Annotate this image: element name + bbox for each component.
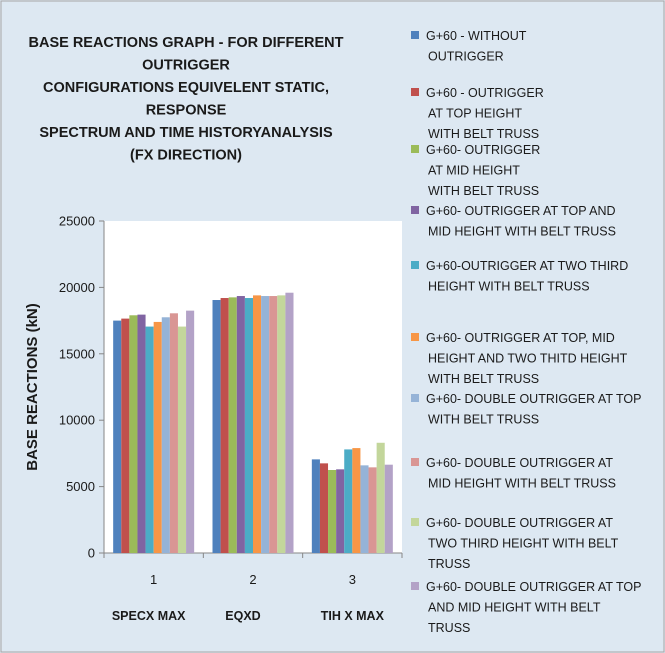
bar-series-4-cat-3 [336,469,345,553]
bar-series-7-cat-2 [261,296,270,553]
legend-label-6: G+60- OUTRIGGER AT TOP, MID [426,331,615,345]
legend-label-7: WITH BELT TRUSS [428,413,539,427]
bar-series-7-cat-1 [161,317,170,553]
legend-swatch-10 [411,582,419,590]
legend-swatch-4 [411,206,419,214]
y-tick-label: 20000 [59,280,95,295]
legend-label-5: G+60-OUTRIGGER AT TWO THIRD [426,259,628,273]
bar-series-1-cat-3 [311,459,320,553]
legend-swatch-2 [411,88,419,96]
bar-series-6-cat-1 [153,321,162,553]
legend-label-8: MID HEIGHT WITH BELT TRUSS [428,477,616,491]
bar-series-10-cat-1 [186,310,195,553]
legend-swatch-7 [411,394,419,402]
bar-series-9-cat-2 [277,295,286,553]
legend-label-2: G+60 - OUTRIGGER [426,86,544,100]
legend-label-2: WITH BELT TRUSS [428,127,539,141]
y-tick-label: 25000 [59,214,95,229]
bar-series-4-cat-2 [236,296,245,553]
bar-series-6-cat-3 [352,448,361,553]
legend-label-5: HEIGHT WITH BELT TRUSS [428,280,590,294]
bar-series-3-cat-3 [328,470,337,553]
chart-title-line: BASE REACTIONS GRAPH - FOR DIFFERENT [29,35,344,51]
legend-swatch-8 [411,458,419,466]
legend-label-2: AT TOP HEIGHT [428,107,522,121]
bar-series-10-cat-2 [285,292,294,553]
bar-series-8-cat-2 [269,296,278,553]
y-tick-label: 0 [88,546,95,561]
legend-label-6: WITH BELT TRUSS [428,372,539,386]
x-category-name: TIH X MAX [321,609,385,623]
chart-title-line: OUTRIGGER [142,58,230,74]
legend-swatch-6 [411,333,419,341]
bar-series-3-cat-2 [228,297,237,553]
x-category-number: 3 [349,572,356,587]
legend-swatch-1 [411,31,419,39]
bar-series-2-cat-3 [319,463,329,553]
legend-label-10: TRUSS [428,621,470,635]
legend-label-9: TRUSS [428,557,470,571]
legend-label-10: AND MID HEIGHT WITH BELT [428,601,601,615]
legend-label-4: MID HEIGHT WITH BELT TRUSS [428,225,616,239]
x-category-name: EQXD [225,609,260,623]
bar-series-6-cat-2 [253,295,262,553]
legend-label-10: G+60- DOUBLE OUTRIGGER AT TOP [426,580,641,594]
legend-label-3: G+60- OUTRIGGER [426,143,540,157]
legend-label-8: G+60- DOUBLE OUTRIGGER AT [426,456,613,470]
bar-series-9-cat-1 [177,326,187,553]
legend-swatch-9 [411,518,419,526]
legend-label-1: OUTRIGGER [428,50,504,64]
x-category-number: 1 [150,572,157,587]
x-category-number: 2 [249,572,256,587]
legend-label-6: HEIGHT AND TWO THITD HEIGHT [428,352,628,366]
chart-title-line: RESPONSE [146,103,227,119]
chart-title-line: CONFIGURATIONS EQUIVELENT STATIC, [43,80,329,96]
legend-swatch-5 [411,261,419,269]
bar-series-4-cat-1 [137,314,146,553]
legend-label-3: WITH BELT TRUSS [428,184,539,198]
legend-label-3: AT MID HEIGHT [428,164,520,178]
bar-series-1-cat-1 [113,320,122,553]
chart-title-line: SPECTRUM AND TIME HISTORYANALYSIS [39,125,333,141]
legend-label-9: TWO THIRD HEIGHT WITH BELT [428,537,619,551]
y-axis-title: BASE REACTIONS (kN) [24,303,41,471]
bar-series-8-cat-3 [368,467,377,553]
y-tick-label: 15000 [59,346,95,361]
legend-label-4: G+60- OUTRIGGER AT TOP AND [426,204,616,218]
y-tick-label: 10000 [59,413,95,428]
bar-series-2-cat-2 [220,298,229,553]
y-tick-label: 5000 [66,479,95,494]
bar-series-8-cat-1 [169,313,178,553]
bar-series-10-cat-3 [384,464,393,553]
bar-series-3-cat-1 [129,315,138,553]
legend-swatch-3 [411,145,419,153]
bar-series-1-cat-2 [212,300,221,553]
bar-series-5-cat-2 [244,298,253,553]
legend-label-9: G+60- DOUBLE OUTRIGGER AT [426,516,613,530]
x-category-name: SPECX MAX [112,609,186,623]
bar-series-7-cat-3 [360,465,369,553]
legend-label-1: G+60 - WITHOUT [426,29,527,43]
chart-title-line: (FX DIRECTION) [130,148,242,164]
bar-series-5-cat-3 [344,449,353,553]
bar-series-9-cat-3 [376,442,385,553]
bar-series-5-cat-1 [145,326,154,553]
bar-series-2-cat-1 [121,318,130,553]
legend-label-7: G+60- DOUBLE OUTRIGGER AT TOP [426,392,641,406]
